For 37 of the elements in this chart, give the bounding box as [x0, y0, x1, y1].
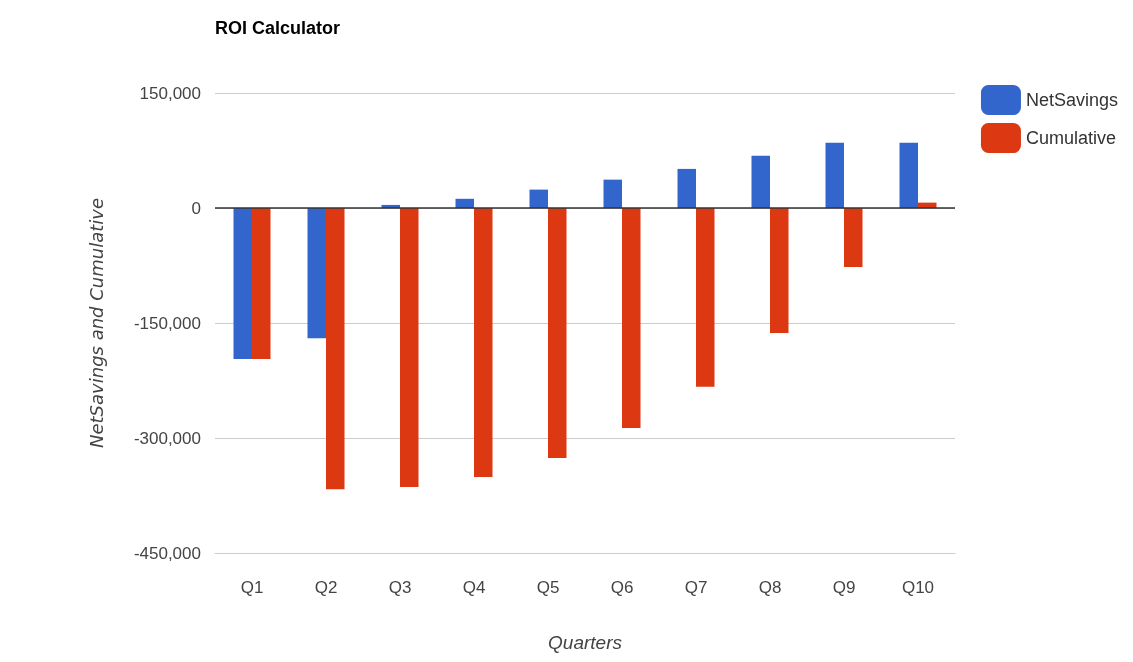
bar [529, 189, 548, 208]
bar [548, 208, 567, 458]
bar [400, 208, 419, 488]
y-axis-title: NetSavings and Cumulative [85, 198, 107, 448]
bar [696, 208, 715, 387]
legend-label: NetSavings [1025, 90, 1119, 110]
y-tick-label: -150,000 [133, 313, 201, 333]
legend-label: Cumulative [1025, 128, 1116, 148]
bar [326, 208, 345, 490]
bar [844, 208, 863, 268]
x-tick-label: Q5 [536, 578, 560, 597]
x-tick-label: Q6 [610, 578, 634, 597]
bar [899, 142, 918, 208]
x-tick-label: Q10 [901, 578, 935, 597]
x-tick-label: Q4 [462, 578, 486, 597]
y-tick-label: 0 [191, 198, 201, 218]
x-tick-label: Q1 [240, 578, 264, 597]
bar [233, 208, 252, 360]
bar [622, 208, 641, 429]
x-tick-label: Q2 [314, 578, 338, 597]
y-tick-label: -300,000 [133, 428, 201, 448]
chart-title: ROI Calculator [215, 18, 341, 38]
x-tick-label: Q7 [684, 578, 708, 597]
y-tick-label: -450,000 [133, 543, 201, 563]
x-tick-label: Q8 [758, 578, 782, 597]
bar [751, 155, 770, 208]
x-axis-title: Quarters [548, 632, 623, 653]
bar [603, 179, 622, 208]
bar [307, 208, 326, 339]
y-tick-label: 150,000 [139, 83, 201, 103]
bar [474, 208, 493, 478]
x-tick-label: Q3 [388, 578, 412, 597]
bar [252, 208, 271, 360]
bar [677, 168, 696, 208]
bar [770, 208, 789, 333]
x-tick-label: Q9 [832, 578, 856, 597]
bar [825, 142, 844, 208]
